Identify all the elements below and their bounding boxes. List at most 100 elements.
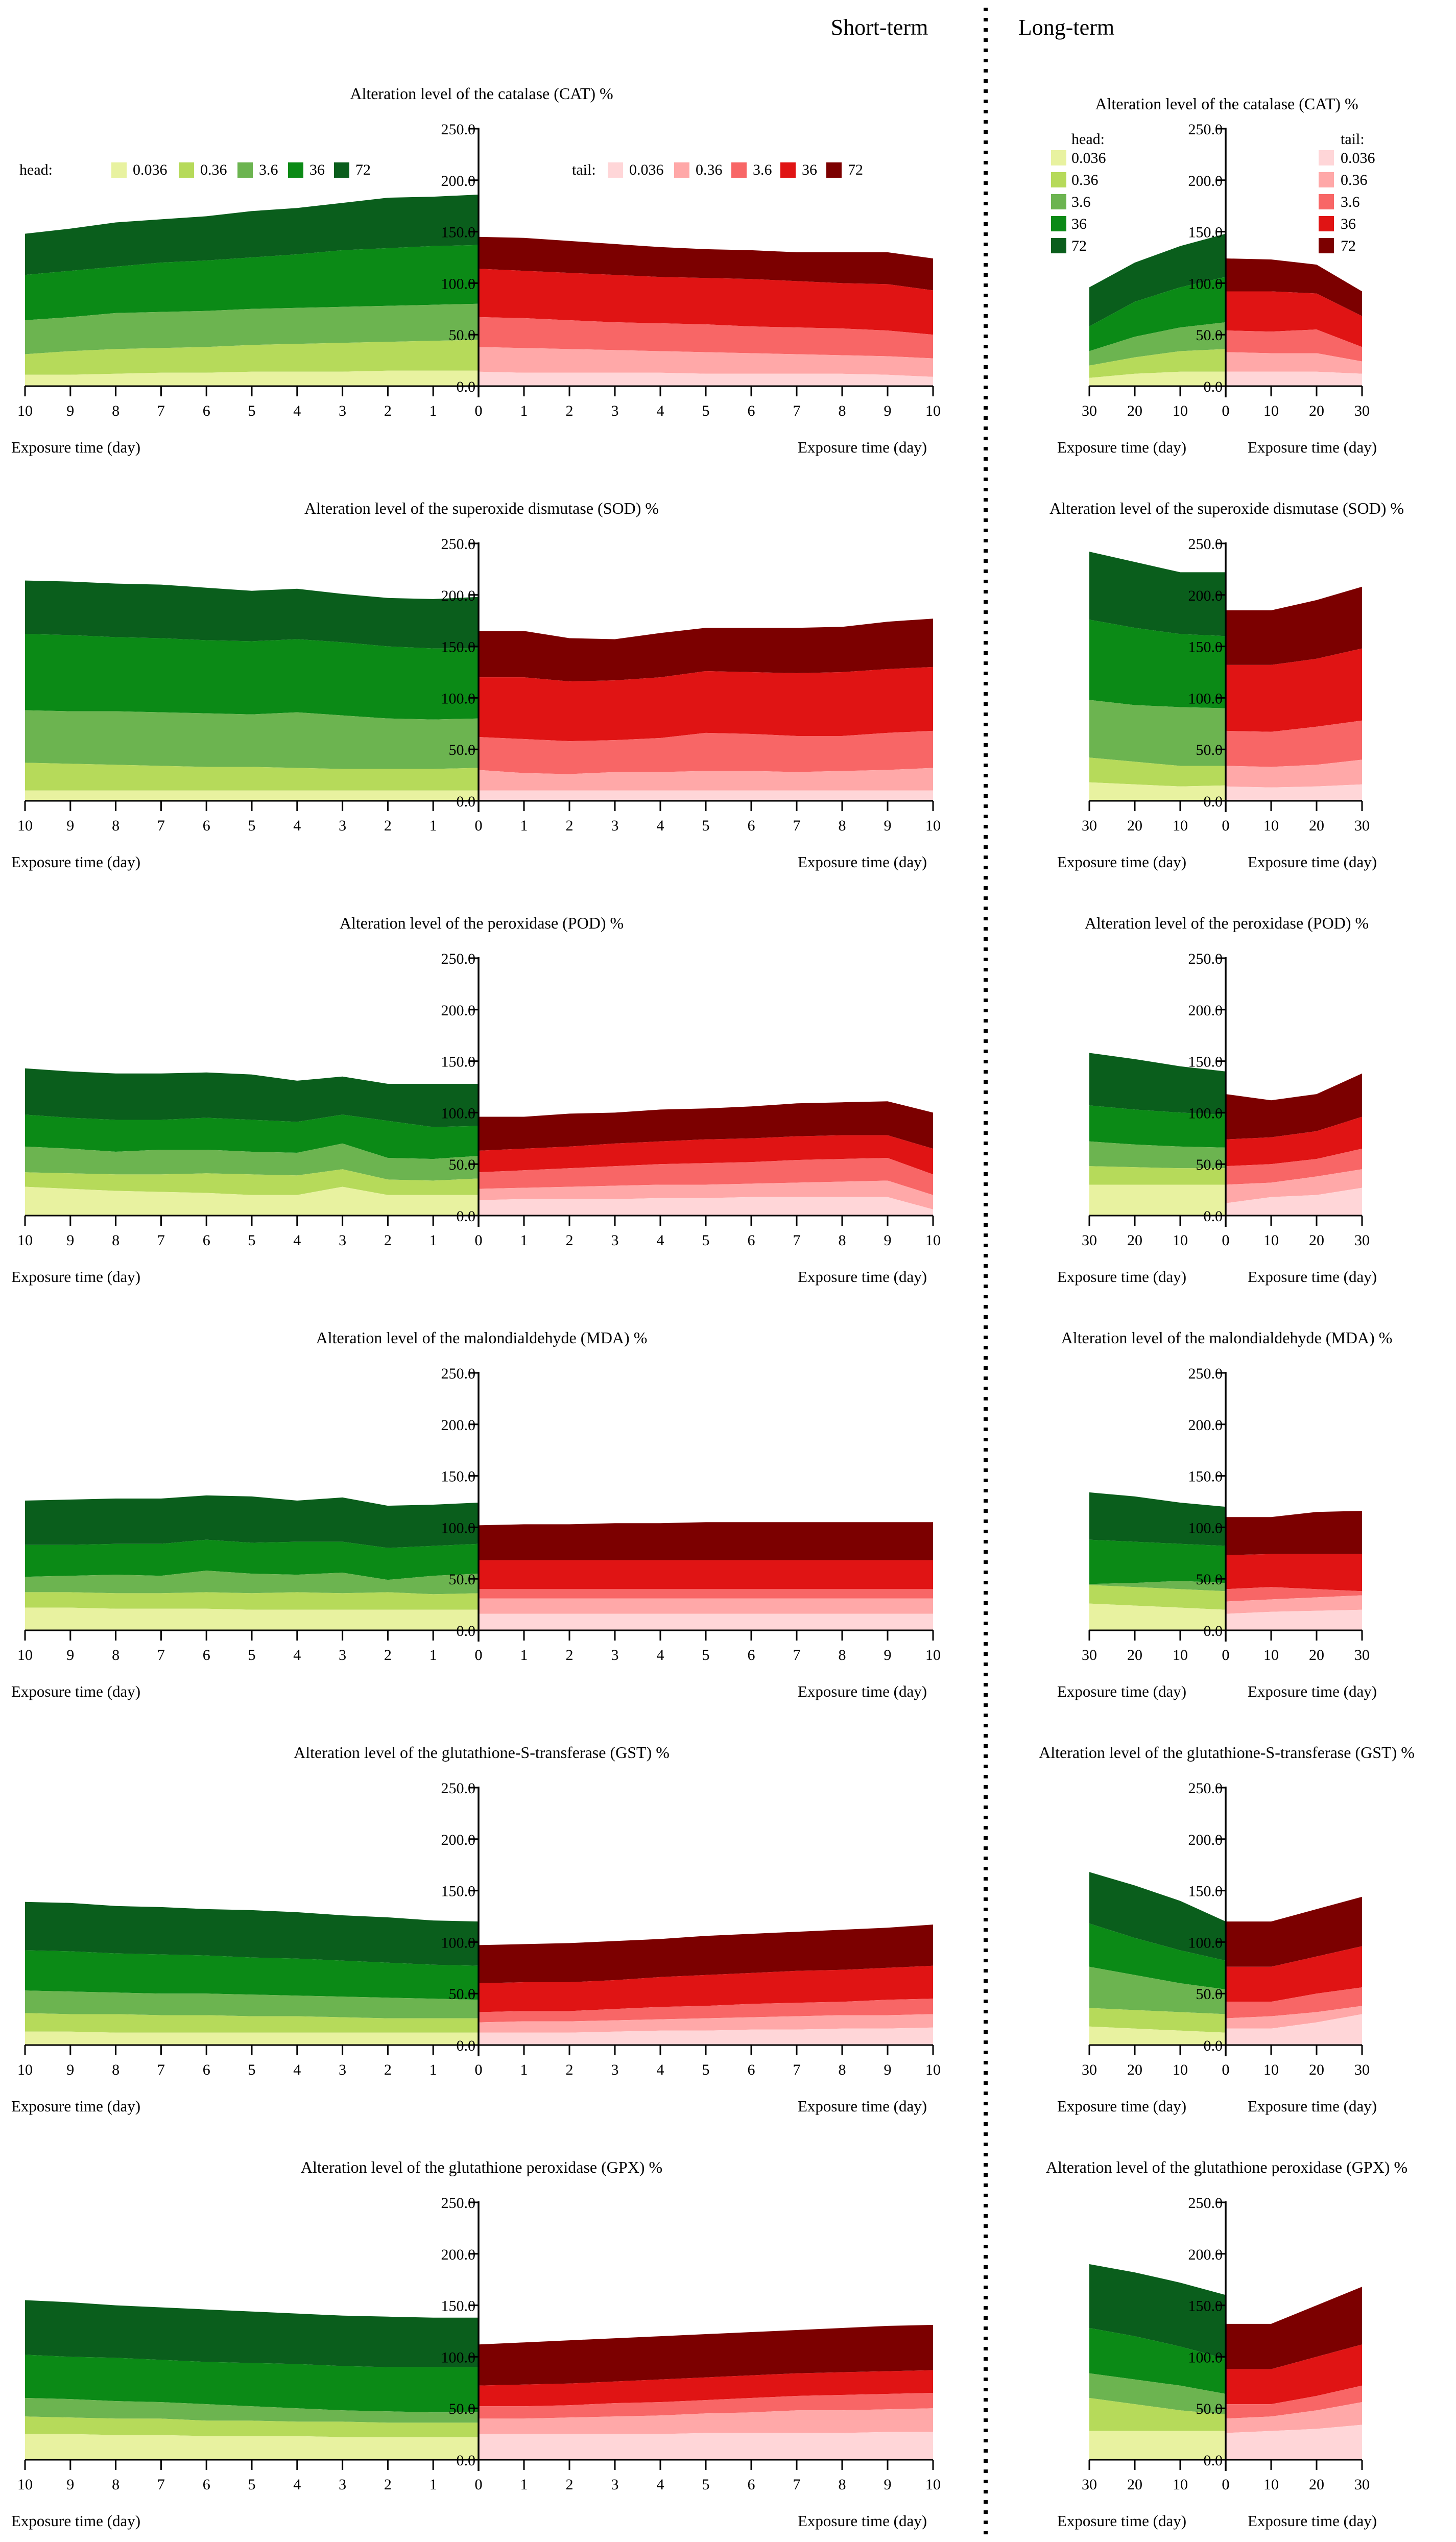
long-term-y-tick-label: 200.0: [1188, 2246, 1223, 2263]
legend-long-head-label-72: 72: [1071, 237, 1087, 254]
long-term-tail-x-tick-label: 20: [1309, 1232, 1324, 1249]
long-term-y-tick-label: 100.0: [1188, 2349, 1223, 2366]
short-term-head-x-tick-label: 7: [157, 1232, 165, 1249]
short-term-chart-title: Alteration level of the peroxidase (POD)…: [340, 914, 624, 932]
long-term-head-area-3.6: [1089, 1966, 1226, 2014]
short-term-tail-x-tick-label: 2: [566, 2476, 574, 2493]
long-term-y-tick-label: 100.0: [1188, 1934, 1223, 1951]
short-term-head-x-tick-label: 8: [112, 2476, 120, 2493]
long-term-head-area-72: [1089, 2264, 1226, 2359]
long-term-y-tick-label: 0.0: [1204, 793, 1223, 810]
long-term-tail-x-tick-label: 30: [1354, 1647, 1370, 1664]
short-term-tail-x-tick-label: 7: [793, 402, 801, 419]
short-term-head-area-0.36: [25, 340, 479, 375]
legend-tail-title: tail:: [572, 161, 596, 178]
long-term-head-area-3.6: [1089, 1581, 1226, 1591]
long-term-chart: Alteration level of the glutathione pero…: [1046, 2158, 1407, 2530]
long-term-head-area-72: [1089, 552, 1226, 636]
long-term-tail-area-0.36: [1226, 1169, 1362, 1203]
short-term-head-area-0.036: [25, 370, 479, 386]
short-term-y-tick-label: 200.0: [441, 587, 476, 604]
short-term-y-tick-label: 250.0: [441, 536, 476, 553]
long-term-tail-x-tick-label: 20: [1309, 2061, 1324, 2078]
long-term-head-x-tick-label: 10: [1173, 2061, 1188, 2078]
legend-head-label-0.36: 0.36: [200, 161, 227, 178]
short-term-y-tick-label: 150.0: [441, 224, 476, 241]
long-term-tail-x-axis-label: Exposure time (day): [1248, 438, 1377, 456]
long-term-y-tick-label: 50.0: [1196, 327, 1223, 344]
long-term-chart-title: Alteration level of the malondialdehyde …: [1061, 1328, 1393, 1347]
short-term-y-tick-label: 250.0: [441, 1780, 476, 1797]
long-term-tail-x-axis-label: Exposure time (day): [1248, 1682, 1377, 1700]
short-term-y-tick-label: 100.0: [441, 1519, 476, 1536]
long-term-y-tick-label: 50.0: [1196, 1156, 1223, 1173]
short-term-tail-x-tick-label: 3: [611, 2476, 619, 2493]
short-term-tail-area-72: [479, 619, 933, 682]
long-term-tail-x-tick-label: 20: [1309, 2476, 1324, 2493]
short-term-head-x-tick-label: 1: [429, 817, 437, 834]
long-term-tail-x-tick-label: 20: [1309, 817, 1324, 834]
short-term-y-tick-label: 200.0: [441, 1832, 476, 1848]
short-term-head-x-tick-label: 1: [429, 402, 437, 419]
short-term-head-x-tick-label: 8: [112, 2061, 120, 2078]
long-term-y-tick-label: 100.0: [1188, 1105, 1223, 1122]
short-term-head-area-72: [25, 1068, 479, 1127]
long-term-head-x-tick-label: 20: [1127, 1647, 1142, 1664]
short-term-tail-area-3.6: [479, 1158, 933, 1195]
short-term-head-x-tick-label: 7: [157, 1647, 165, 1664]
long-term-y-tick-label: 100.0: [1188, 690, 1223, 707]
long-term-tail-x-tick-label: 0: [1222, 2061, 1230, 2078]
long-term-tail-area-0.036: [1226, 2425, 1362, 2460]
short-term-head-x-tick-label: 3: [339, 2061, 346, 2078]
short-term-tail-area-0.036: [479, 1613, 933, 1630]
long-term-tail-x-tick-label: 20: [1309, 1647, 1324, 1664]
short-term-head-x-tick-label: 7: [157, 817, 165, 834]
long-term-y-tick-label: 200.0: [1188, 1002, 1223, 1019]
long-term-y-tick-label: 150.0: [1188, 1468, 1223, 1485]
long-term-tail-area-0.36: [1226, 1595, 1362, 1614]
short-term-head-area-0.36: [25, 1169, 479, 1195]
long-term-head-area-0.36: [1089, 2008, 1226, 2033]
long-term-head-area-3.6: [1089, 1141, 1226, 1169]
long-term-y-tick-label: 250.0: [1188, 2195, 1223, 2212]
long-term-tail-area-0.36: [1226, 2402, 1362, 2433]
long-term-tail-x-tick-label: 0: [1222, 2476, 1230, 2493]
long-term-head-x-tick-label: 10: [1173, 402, 1188, 419]
short-term-y-tick-label: 100.0: [441, 2349, 476, 2366]
long-term-tail-x-axis-label: Exposure time (day): [1248, 2512, 1377, 2530]
short-term-head-x-tick-label: 10: [17, 817, 33, 834]
short-term-head-area-3.6: [25, 2398, 479, 2423]
short-term-head-area-72: [25, 2300, 479, 2367]
short-term-head-area-3.6: [25, 1571, 479, 1595]
long-term-tail-area-72: [1226, 1896, 1362, 1967]
legend-tail-swatch-36: [780, 162, 796, 178]
long-term-tail-x-tick-label: 10: [1263, 1647, 1279, 1664]
long-term-head-x-tick-label: 20: [1127, 2061, 1142, 2078]
short-term-head-x-tick-label: 3: [339, 402, 346, 419]
short-term-head-x-tick-label: 8: [112, 402, 120, 419]
short-term-head-x-axis-label: Exposure time (day): [11, 1682, 140, 1700]
short-term-head-x-tick-label: 10: [17, 1647, 33, 1664]
legend-tail-label-36: 36: [802, 161, 817, 178]
legend-long-tail-label-0.36: 0.36: [1341, 172, 1368, 188]
short-term-y-tick-label: 0.0: [457, 1208, 476, 1225]
short-term-tail-area-36: [479, 667, 933, 742]
short-term-head-x-tick-label: 7: [157, 402, 165, 419]
short-term-tail-x-tick-label: 6: [748, 402, 755, 419]
short-term-head-x-tick-label: 1: [429, 2061, 437, 2078]
short-term-head-area-0.036: [25, 2434, 479, 2460]
long-term-head-x-axis-label: Exposure time (day): [1057, 1682, 1186, 1700]
long-term-head-x-tick-label: 10: [1173, 817, 1188, 834]
short-term-y-tick-label: 250.0: [441, 1365, 476, 1382]
short-term-tail-x-tick-label: 3: [611, 1647, 619, 1664]
short-term-head-area-0.36: [25, 763, 479, 791]
short-term-head-area-0.36: [25, 1592, 479, 1610]
short-term-tail-x-axis-label: Exposure time (day): [798, 438, 927, 456]
short-term-tail-area-72: [479, 2324, 933, 2386]
long-term-head-area-0.036: [1089, 2026, 1226, 2045]
short-term-chart-title: Alteration level of the malondialdehyde …: [316, 1328, 648, 1347]
short-term-tail-x-tick-label: 4: [657, 2476, 664, 2493]
long-term-head-area-0.36: [1089, 2398, 1226, 2431]
short-term-tail-x-tick-label: 6: [748, 2061, 755, 2078]
long-term-heading: Long-term: [1018, 15, 1114, 40]
